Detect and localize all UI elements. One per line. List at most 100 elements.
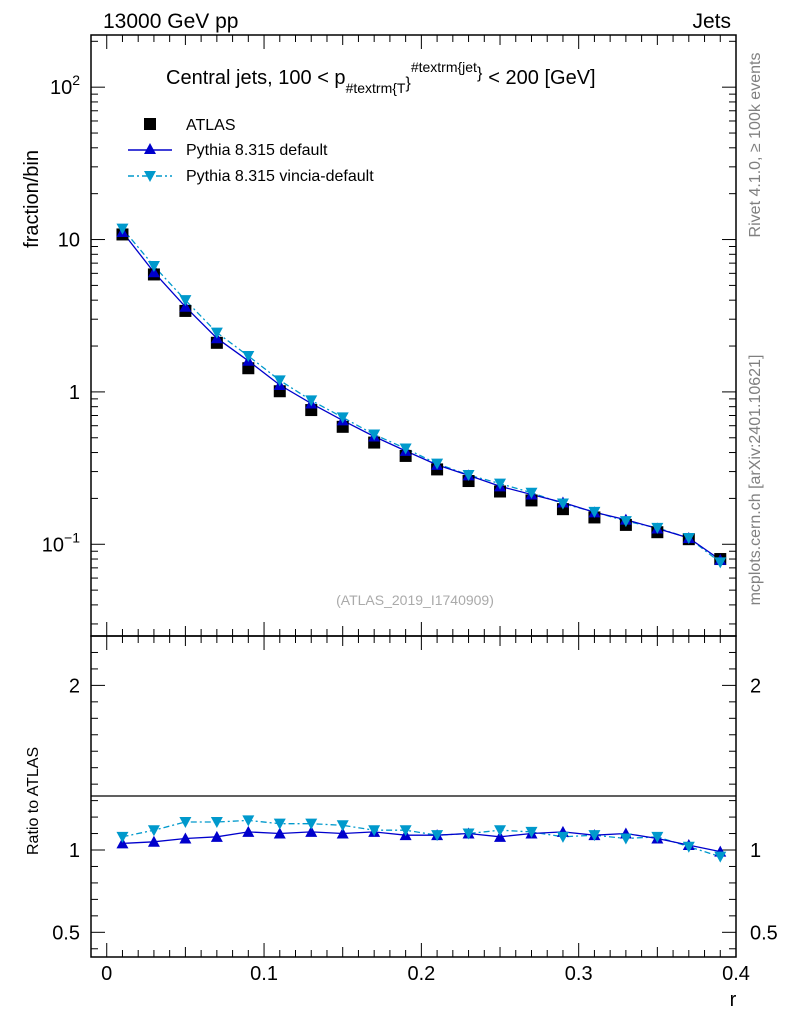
- ratio-vincia-point: [619, 833, 632, 845]
- x-axis-label: r: [730, 989, 737, 1011]
- ratio-y-tick-label-right: 0.5: [750, 922, 778, 944]
- x-tick-label: 0.3: [565, 963, 593, 985]
- main-y-tick-label-base: 10: [50, 77, 72, 99]
- ratio-default-point: [273, 827, 286, 839]
- ratio-axis-ticks: [90, 635, 737, 957]
- ratio-vincia-point: [494, 825, 507, 837]
- x-tick-label: 0.4: [722, 963, 750, 985]
- vincia-series-point: [682, 532, 695, 544]
- vincia-series-point: [651, 522, 664, 534]
- analysis-id-watermark: (ATLAS_2019_I1740909): [336, 592, 494, 608]
- legend: ATLAS Pythia 8.315 default Pythia 8.315 …: [128, 117, 374, 185]
- plot-title-tail: < 200 [GeV]: [488, 67, 595, 89]
- plot-title-brace: }: [405, 75, 411, 92]
- ratio-default-point: [179, 832, 192, 844]
- main-y-tick-label-base: 10: [58, 230, 80, 252]
- vincia-series-point: [619, 516, 632, 528]
- legend-vincia-marker: [144, 171, 156, 182]
- legend-default-label: Pythia 8.315 default: [186, 142, 328, 159]
- rivet-version-label: Rivet 4.1.0, ≥ 100k events: [747, 53, 764, 238]
- ratio-vincia-point: [305, 818, 318, 830]
- ratio-default-point: [147, 835, 160, 847]
- ratio-y-tick-label-right: 2: [750, 675, 761, 697]
- ratio-default-point: [336, 827, 349, 839]
- vincia-series-point: [242, 351, 255, 363]
- ratio-vincia-point: [179, 817, 192, 829]
- ratio-vincia-point: [210, 817, 223, 829]
- main-y-tick-label-base: 10: [42, 534, 64, 556]
- ratio-y-tick-label-left: 2: [69, 675, 80, 697]
- plot-title: Central jets, 100 < p#textrm{T}#textrm{j…: [166, 59, 596, 96]
- legend-atlas-marker: [144, 118, 156, 130]
- main-y-tick-label: 10: [58, 230, 80, 252]
- vincia-series-point: [210, 327, 223, 339]
- default-series-point: [179, 300, 192, 312]
- vincia-series-point: [305, 395, 318, 407]
- ratio-default-point: [210, 830, 223, 842]
- ratio-vincia-point: [556, 831, 569, 843]
- ratio-vincia-point: [399, 825, 412, 837]
- plot-title-subscript: #textrm{T: [346, 80, 406, 96]
- plot-title-brace-2: }: [477, 65, 483, 82]
- main-y-tick-label: 102: [50, 72, 80, 99]
- vincia-series-point: [116, 223, 129, 235]
- vincia-series-point: [273, 375, 286, 387]
- vincia-series-point: [431, 458, 444, 470]
- main-y-tick-label: 10−1: [42, 529, 80, 556]
- vincia-series-point: [556, 498, 569, 510]
- header-energy-label: 13000 GeV pp: [103, 10, 238, 33]
- main-y-tick-label-exponent: −1: [64, 529, 80, 545]
- ratio-vincia-point: [242, 815, 255, 827]
- ratio-vincia-point: [714, 851, 727, 863]
- vincia-series-point: [714, 557, 727, 569]
- vincia-series-point: [179, 295, 192, 307]
- vincia-series-point: [336, 412, 349, 424]
- x-tick-label: 0.2: [407, 963, 435, 985]
- ratio-series-layer: [116, 815, 727, 863]
- plot-title-main: Central jets, 100 < p: [166, 67, 346, 89]
- legend-vincia-label: Pythia 8.315 vincia-default: [186, 168, 374, 185]
- ratio-vincia-point: [431, 830, 444, 842]
- ratio-y-tick-label-right: 1: [750, 840, 761, 862]
- ratio-vincia-point: [116, 831, 129, 843]
- ratio-default-point: [116, 837, 129, 849]
- vincia-series-line: [122, 228, 721, 563]
- plot-title-superscript: #textrm{jet: [411, 59, 477, 75]
- ratio-y-axis-label: Ratio to ATLAS: [25, 747, 42, 855]
- main-y-tick-label-base: 1: [69, 382, 80, 404]
- default-series-line: [121, 231, 721, 561]
- main-series-layer: [116, 223, 727, 569]
- ratio-vincia-point: [588, 830, 601, 842]
- ratio-vincia-point: [273, 818, 286, 830]
- main-y-axis-label: fraction/bin: [21, 150, 43, 248]
- ratio-vincia-line: [122, 819, 721, 858]
- vincia-series-point: [494, 478, 507, 490]
- x-tick-label: 0.1: [250, 963, 278, 985]
- ratio-vincia-point: [336, 820, 349, 832]
- ratio-vincia-point: [147, 825, 160, 837]
- legend-atlas-label: ATLAS: [186, 117, 236, 134]
- ratio-default-point: [494, 830, 507, 842]
- ratio-vincia-point: [682, 841, 695, 853]
- vincia-series-point: [525, 487, 538, 499]
- vincia-series-point: [462, 469, 475, 481]
- main-axis-ticks: [90, 35, 737, 636]
- ratio-vincia-point: [462, 828, 475, 840]
- vincia-series-point: [588, 506, 601, 518]
- mcplots-source-label: mcplots.cern.ch [arXiv:2401.10621]: [747, 355, 764, 606]
- ratio-y-tick-label-left: 0.5: [52, 922, 80, 944]
- vincia-series-point: [147, 261, 160, 273]
- ratio-default-point: [305, 825, 318, 837]
- x-tick-label: 0: [101, 963, 112, 985]
- vincia-series-point: [399, 443, 412, 455]
- ratio-vincia-point: [368, 825, 381, 837]
- legend-default-marker: [144, 143, 156, 154]
- ratio-y-tick-labels: 2 2 1 1 0.5 0.5: [52, 675, 778, 944]
- x-tick-labels: 0 0.1 0.2 0.3 0.4: [101, 963, 750, 985]
- ratio-vincia-point: [525, 826, 538, 838]
- ratio-vincia-point: [651, 831, 664, 843]
- ratio-y-tick-label-left: 1: [69, 840, 80, 862]
- ratio-default-point: [242, 825, 255, 837]
